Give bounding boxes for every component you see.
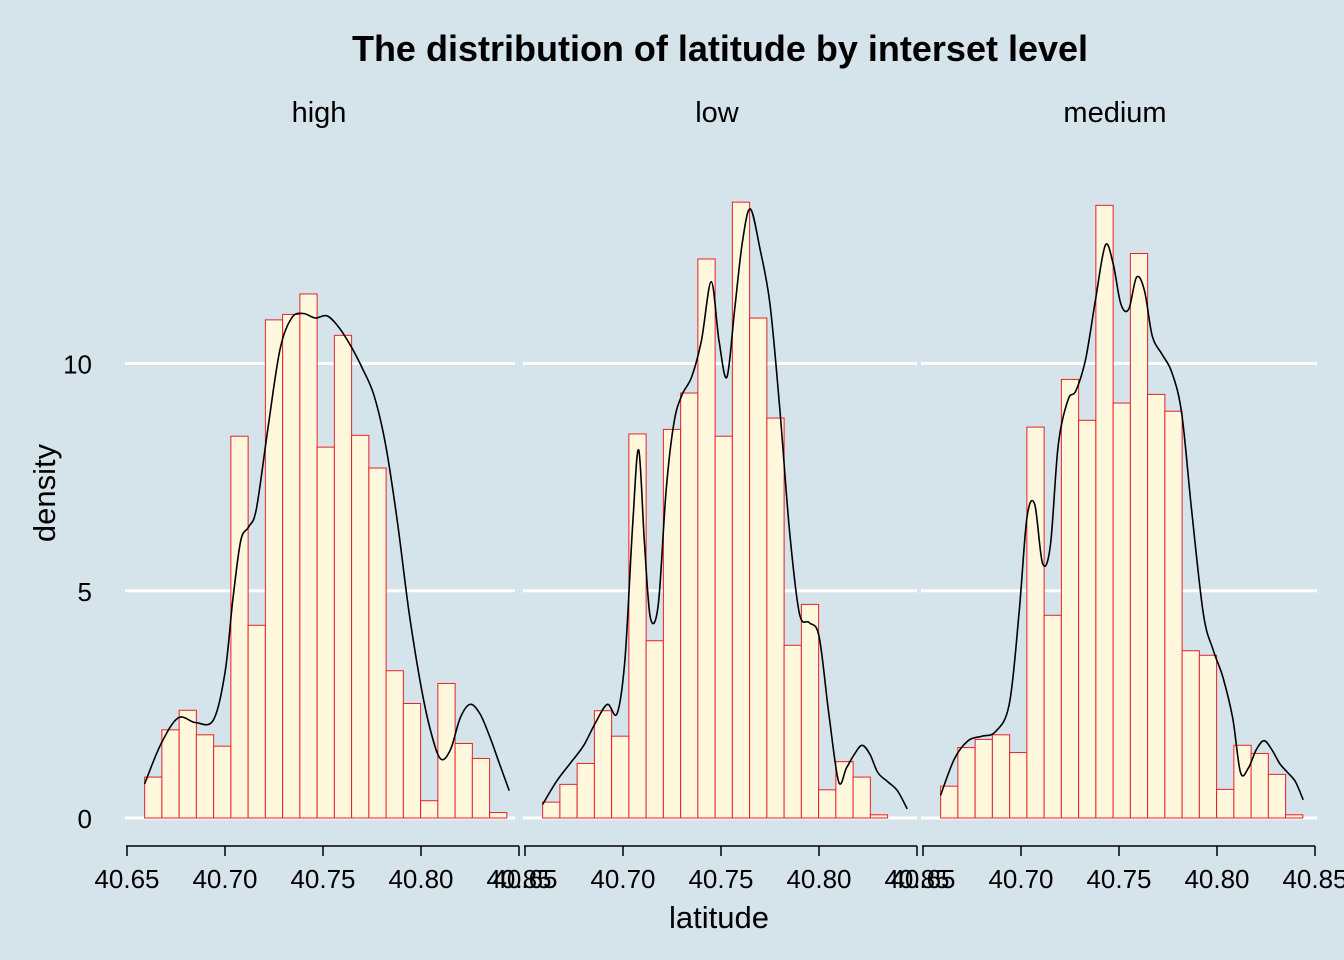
histogram-bar (783, 644, 802, 819)
x-tick-label: 40.85 (486, 864, 551, 894)
histogram-bar (852, 776, 871, 819)
histogram-bar (195, 734, 215, 819)
histogram-bar (1216, 788, 1235, 819)
histogram-bar (628, 433, 647, 819)
panel-high: high 40.65 40.70 40.75 40.80 40.85 0 5 10 (63, 97, 551, 894)
chart-title: The distribution of latitude by interset… (352, 28, 1088, 69)
panel-medium: medium 40.65 40.70 40.75 40.80 40.85 (890, 97, 1344, 894)
histogram-bar (144, 776, 163, 819)
x-tick-label: 40.75 (688, 864, 753, 894)
histogram-bar (385, 670, 404, 819)
histogram-bar (420, 800, 439, 819)
histogram-bar (1181, 650, 1200, 819)
histogram-bar (437, 682, 456, 819)
histogram-bar (299, 293, 318, 819)
histogram-bar (454, 742, 473, 819)
x-tick-label: 40.85 (884, 864, 949, 894)
histogram-bar (869, 814, 889, 819)
x-tick-label: 40.80 (786, 864, 851, 894)
y-tick-label: 0 (78, 804, 92, 834)
x-tick-label: 40.80 (1184, 864, 1249, 894)
histogram-bar (471, 757, 491, 819)
histogram-bar (282, 313, 301, 819)
histogram-bar (489, 812, 508, 819)
histogram-bar (766, 417, 785, 819)
histogram-bar (714, 435, 733, 819)
x-tick-label: 40.70 (590, 864, 655, 894)
facet-strip-label: high (292, 97, 347, 129)
histogram-bar (957, 747, 976, 819)
histogram-bar (333, 334, 353, 819)
histogram-bar (1009, 752, 1028, 819)
histogram-bar (1129, 253, 1149, 819)
density-line (939, 243, 1304, 801)
histogram-bar (593, 710, 613, 819)
histogram-bar (974, 738, 993, 819)
facet-panels: high 40.65 40.70 40.75 40.80 40.85 0 5 10 low 40.6… (63, 97, 1344, 894)
histogram-bar (542, 801, 561, 819)
histogram-bar (1112, 402, 1131, 819)
histogram-bar (940, 785, 959, 819)
histogram-bar (818, 789, 837, 819)
histogram-bar (1164, 410, 1183, 819)
histogram-bar (213, 745, 232, 819)
x-tick-label: 40.65 (890, 864, 955, 894)
histogram-bar (316, 446, 335, 819)
histogram-bar (1267, 773, 1287, 819)
x-tick-label: 40.85 (1282, 864, 1344, 894)
y-tick-label: 10 (63, 350, 92, 380)
histogram-bar (1233, 744, 1252, 819)
histogram-bar (611, 735, 630, 819)
x-tick-label: 40.65 (94, 864, 159, 894)
histogram-bar (749, 317, 768, 819)
histogram-bar (1095, 204, 1114, 819)
histogram-bar (731, 201, 751, 819)
x-tick-label: 40.65 (492, 864, 557, 894)
histogram-bar (1250, 752, 1269, 819)
histogram-bar (559, 783, 578, 819)
x-tick-label: 40.70 (988, 864, 1053, 894)
histogram-bar (368, 467, 387, 819)
x-tick-label: 40.75 (290, 864, 355, 894)
panel-low: low 40.65 40.70 40.75 40.80 40.85 (492, 97, 949, 894)
histogram-bar (645, 640, 664, 819)
histogram-bar (1078, 419, 1097, 819)
histogram-bar (991, 734, 1011, 819)
y-tick-label: 5 (78, 577, 92, 607)
histogram-bar (161, 729, 180, 819)
histogram-bar (247, 624, 266, 819)
x-axis-label: latitude (669, 900, 769, 935)
histogram-bar (680, 392, 699, 819)
histogram-bar (1198, 654, 1218, 819)
histogram-bar (835, 761, 854, 819)
histogram-bar (1043, 614, 1062, 819)
x-tick-label: 40.80 (388, 864, 453, 894)
y-axis-label: density (27, 443, 62, 542)
histogram-bar (1285, 814, 1304, 819)
histogram-bar (1026, 426, 1045, 819)
histogram-bar (351, 434, 370, 819)
x-tick-label: 40.70 (192, 864, 257, 894)
histogram-bar (402, 702, 422, 819)
histogram-bar (1060, 378, 1080, 819)
facet-strip-label: medium (1063, 97, 1166, 129)
facet-strip-label: low (695, 97, 740, 129)
density-line (143, 312, 510, 791)
histogram-bar (576, 762, 595, 819)
histogram-bar (800, 603, 820, 819)
histogram-bar (264, 319, 284, 819)
histogram-bar (230, 435, 249, 819)
x-tick-label: 40.75 (1086, 864, 1151, 894)
density-line (541, 208, 908, 810)
histogram-bar (178, 709, 197, 819)
histogram-bar (1147, 393, 1166, 819)
